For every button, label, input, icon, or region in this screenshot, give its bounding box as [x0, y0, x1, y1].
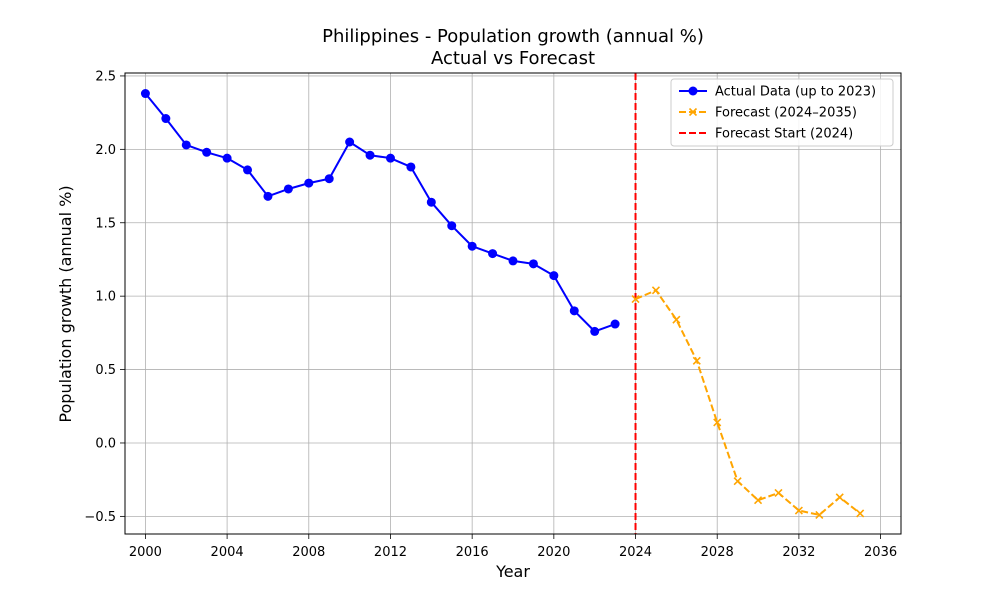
- forecast-marker-stroke: [774, 488, 783, 497]
- actual-data-point: [488, 249, 498, 259]
- actual-series-line: [144, 92, 616, 333]
- forecast-data-point: [835, 493, 844, 502]
- forecast-data-point: [815, 510, 824, 519]
- axis-ticks: 2000 2004 2008 2012 2016 2020 2024 2028 2032 2036…: [84, 69, 897, 560]
- y-tick-label: 2.5: [95, 69, 116, 84]
- y-tick-label: 1.5: [95, 216, 116, 231]
- forecast-series-line: [635, 289, 861, 516]
- forecast-data-point: [672, 315, 681, 324]
- actual-data-point: [140, 89, 150, 99]
- actual-data-point: [508, 256, 518, 266]
- actual-data-point: [222, 153, 232, 163]
- x-axis-label: Year: [495, 562, 530, 581]
- forecast-marker-stroke: [856, 509, 865, 518]
- x-tick-label: 2012: [374, 545, 407, 560]
- forecast-data-point: [774, 488, 783, 497]
- actual-data-point: [345, 137, 355, 147]
- actual-data-point: [385, 153, 395, 163]
- grid: [125, 73, 901, 534]
- actual-data-point: [447, 221, 457, 231]
- forecast-marker-stroke: [651, 286, 661, 295]
- x-tick-label: 2032: [782, 545, 815, 560]
- actual-data-point: [610, 319, 620, 329]
- forecast-data-point: [733, 477, 742, 486]
- legend: Actual Data (up to 2023) Forecast (2024–2…: [670, 78, 894, 147]
- actual-data-point: [202, 147, 212, 157]
- actual-data-point: [406, 162, 416, 172]
- forecast-marker-stroke: [753, 496, 763, 505]
- forecast-marker-stroke: [733, 477, 742, 486]
- x-tick-label: 2020: [537, 545, 570, 560]
- x-tick-label: 2024: [619, 545, 652, 560]
- legend-forecast-label: Forecast (2024–2035): [715, 106, 857, 121]
- actual-data-point: [549, 271, 559, 281]
- plot-data: [140, 73, 865, 534]
- forecast-marker-stroke: [794, 506, 803, 515]
- x-tick-label: 2028: [701, 545, 734, 560]
- y-tick-label: 1.0: [95, 290, 116, 305]
- forecast-data-point: [692, 356, 701, 365]
- actual-data-point: [243, 165, 253, 175]
- chart-title: Philippines - Population growth (annual …: [322, 26, 704, 47]
- forecast-marker-stroke: [631, 295, 640, 304]
- actual-data-point: [161, 114, 171, 124]
- y-tick-label: 0.5: [95, 363, 116, 378]
- legend-actual-marker: [688, 86, 698, 96]
- actual-data-point: [365, 150, 375, 160]
- y-tick-label: 2.0: [95, 143, 116, 158]
- forecast-data-point: [794, 506, 803, 515]
- forecast-marker-stroke: [815, 510, 824, 519]
- x-tick-label: 2008: [292, 545, 325, 560]
- forecast-marker-stroke: [692, 356, 701, 365]
- actual-data-point: [283, 184, 293, 194]
- forecast-marker-stroke: [835, 493, 844, 502]
- forecast-data-point: [856, 509, 865, 518]
- y-tick-label: 0.0: [95, 436, 116, 451]
- x-tick-label: 2036: [864, 545, 897, 560]
- y-tick-label: −0.5: [84, 510, 116, 525]
- legend-forecast-marker: [688, 107, 698, 117]
- x-tick-label: 2004: [211, 545, 244, 560]
- actual-data-point: [467, 241, 477, 251]
- y-axis-label: Population growth (annual %): [56, 185, 75, 422]
- forecast-marker-stroke: [713, 418, 722, 427]
- forecast-data-point: [713, 418, 722, 427]
- x-tick-label: 2016: [456, 545, 489, 560]
- chart-subtitle: Actual vs Forecast: [431, 48, 595, 69]
- actual-data-point: [426, 197, 436, 207]
- actual-data-point: [324, 174, 334, 184]
- legend-forecast-start-label: Forecast Start (2024): [715, 127, 853, 142]
- actual-data-point: [263, 191, 273, 201]
- actual-data-point: [590, 326, 600, 336]
- plot-frame: [124, 72, 902, 535]
- legend-actual-label: Actual Data (up to 2023): [715, 85, 876, 100]
- forecast-data-point: [631, 295, 640, 304]
- forecast-marker-stroke: [672, 315, 681, 324]
- actual-data-point: [528, 259, 538, 269]
- legend-box: [670, 78, 894, 147]
- x-tick-label: 2000: [129, 545, 162, 560]
- forecast-data-point: [753, 496, 763, 505]
- actual-data-point: [181, 140, 191, 150]
- actual-data-point: [304, 178, 314, 188]
- actual-data-point: [569, 306, 579, 316]
- forecast-data-point: [651, 286, 661, 295]
